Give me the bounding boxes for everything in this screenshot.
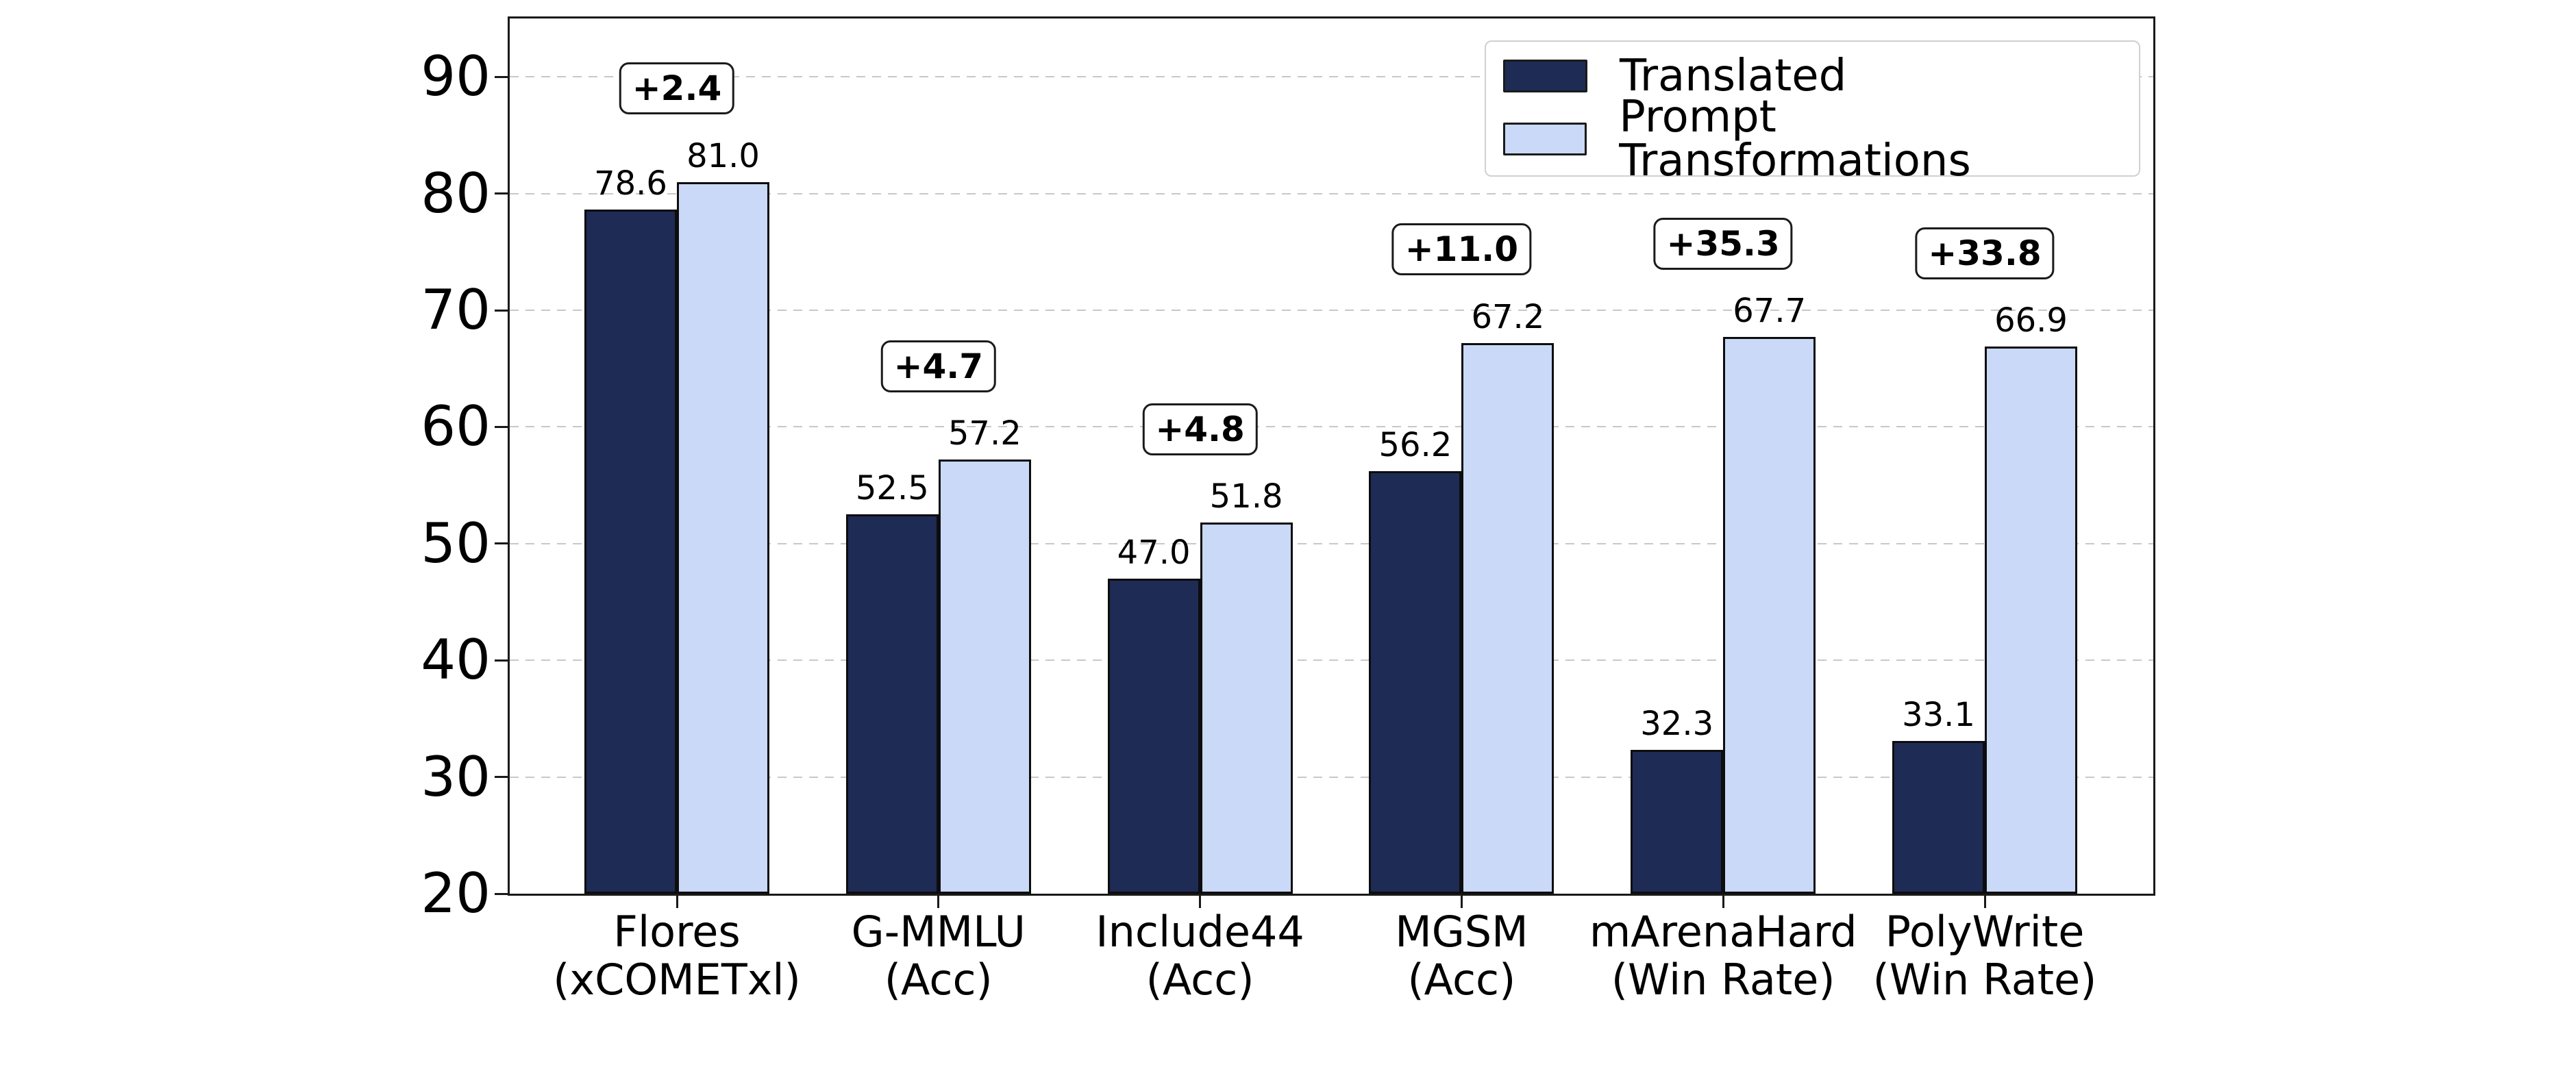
bar-value-label-translated-flores: 78.6 <box>594 164 667 203</box>
bar-prompt-transformations-marenahard <box>1723 337 1816 894</box>
x-tick-flores <box>676 894 678 908</box>
legend-label-prompt-transformations: Prompt Transformations <box>1619 92 1971 186</box>
y-tick-label-30: 30 <box>421 744 491 809</box>
bar-value-label-prompt-transformations-flores: 81.0 <box>686 136 760 175</box>
gridline-30 <box>510 776 2153 778</box>
y-tick-90 <box>495 75 510 78</box>
legend-item-prompt-transformations: Prompt Transformations <box>1503 95 2139 183</box>
x-tick-label-include44: Include44 (Acc) <box>1095 908 1304 1004</box>
bar-translated-mgsm <box>1369 471 1462 894</box>
bar-translated-flores <box>584 210 677 894</box>
x-tick-label-line2: (Win Rate) <box>1611 955 1835 1005</box>
delta-badge-include44: +4.8 <box>1142 403 1258 455</box>
legend-label-translated: Translated <box>1620 51 1847 101</box>
y-tick-20 <box>495 892 510 895</box>
y-tick-50 <box>495 542 510 545</box>
x-tick-include44 <box>1199 894 1202 908</box>
y-tick-label-90: 90 <box>421 45 491 109</box>
bar-value-label-prompt-transformations-polywrite: 66.9 <box>1994 301 2068 340</box>
delta-badge-g-mmlu: +4.7 <box>880 340 997 392</box>
bar-prompt-transformations-include44 <box>1200 523 1293 894</box>
plot-area: Translated Prompt Transformations 78.6 52… <box>508 16 2155 896</box>
y-tick-60 <box>495 425 510 428</box>
x-tick-polywrite <box>1983 894 1986 908</box>
x-tick-label-line2: (Acc) <box>1145 955 1254 1005</box>
bar-value-label-prompt-transformations-mgsm: 67.2 <box>1471 297 1545 336</box>
delta-badge-mgsm: +11.0 <box>1391 223 1532 276</box>
x-tick-label-polywrite: PolyWrite (Win Rate) <box>1873 908 2097 1004</box>
x-tick-label-line2: (Acc) <box>884 955 993 1005</box>
bar-value-label-translated-marenahard: 32.3 <box>1640 705 1714 744</box>
legend: Translated Prompt Transformations <box>1485 40 2140 183</box>
legend-item-translated: Translated <box>1503 54 2139 98</box>
x-tick-label-line1: mArenaHard <box>1589 907 1857 957</box>
x-tick-g-mmlu <box>937 894 940 908</box>
legend-swatch-prompt-transformations <box>1503 123 1587 155</box>
x-tick-label-g-mmlu: G-MMLU (Acc) <box>852 908 1026 1004</box>
y-tick-80 <box>495 192 510 195</box>
y-tick-label-40: 40 <box>421 628 491 692</box>
x-tick-label-line2: (xCOMETxl) <box>553 955 801 1005</box>
bar-prompt-transformations-flores <box>677 181 769 894</box>
delta-badge-flores: +2.4 <box>619 62 735 115</box>
x-tick-label-line2: (Acc) <box>1407 955 1516 1005</box>
legend-swatch-translated <box>1503 60 1587 92</box>
bar-prompt-transformations-g-mmlu <box>938 460 1031 894</box>
y-tick-label-80: 80 <box>421 161 491 225</box>
bar-prompt-transformations-polywrite <box>1985 346 2077 894</box>
x-tick-label-line1: PolyWrite <box>1885 907 2085 957</box>
gridline-40 <box>510 659 2153 662</box>
x-tick-label-line1: MGSM <box>1395 907 1528 957</box>
delta-badge-marenahard: +35.3 <box>1653 217 1793 270</box>
x-tick-label-marenahard: mArenaHard (Win Rate) <box>1589 908 1857 1004</box>
bar-value-label-translated-include44: 47.0 <box>1117 533 1191 572</box>
y-tick-label-70: 70 <box>421 278 491 342</box>
y-tick-30 <box>495 776 510 779</box>
gridline-80 <box>510 192 2153 194</box>
x-tick-label-flores: Flores (xCOMETxl) <box>553 908 801 1004</box>
x-tick-label-line1: G-MMLU <box>851 907 1026 957</box>
y-tick-70 <box>495 309 510 312</box>
gridline-60 <box>510 426 2153 428</box>
x-tick-label-line1: Flores <box>613 907 741 957</box>
bar-translated-include44 <box>1107 578 1200 894</box>
y-tick-label-50: 50 <box>421 511 491 575</box>
x-tick-mgsm <box>1460 894 1463 908</box>
gridline-50 <box>510 542 2153 544</box>
y-tick-label-20: 20 <box>421 861 491 925</box>
bar-translated-polywrite <box>1892 740 1985 894</box>
gridline-90 <box>510 76 2153 78</box>
bar-value-label-translated-mgsm: 56.2 <box>1378 426 1452 465</box>
bar-prompt-transformations-mgsm <box>1461 342 1555 894</box>
bar-value-label-prompt-transformations-marenahard: 67.7 <box>1733 292 1807 331</box>
bar-value-label-translated-polywrite: 33.1 <box>1902 695 1975 734</box>
bar-translated-marenahard <box>1631 750 1724 894</box>
x-tick-label-line2: (Win Rate) <box>1872 955 2097 1005</box>
bar-translated-g-mmlu <box>845 514 939 894</box>
y-tick-40 <box>495 659 510 662</box>
x-tick-marenahard <box>1722 894 1724 908</box>
x-tick-label-line1: Include44 <box>1095 907 1304 957</box>
x-tick-label-mgsm: MGSM (Acc) <box>1395 908 1528 1004</box>
y-tick-label-60: 60 <box>421 394 491 459</box>
bar-value-label-translated-g-mmlu: 52.5 <box>855 469 929 508</box>
gridline-70 <box>510 310 2153 311</box>
bar-value-label-prompt-transformations-g-mmlu: 57.2 <box>948 414 1021 453</box>
delta-badge-polywrite: +33.8 <box>1915 227 2055 279</box>
bar-value-label-prompt-transformations-include44: 51.8 <box>1209 477 1283 516</box>
